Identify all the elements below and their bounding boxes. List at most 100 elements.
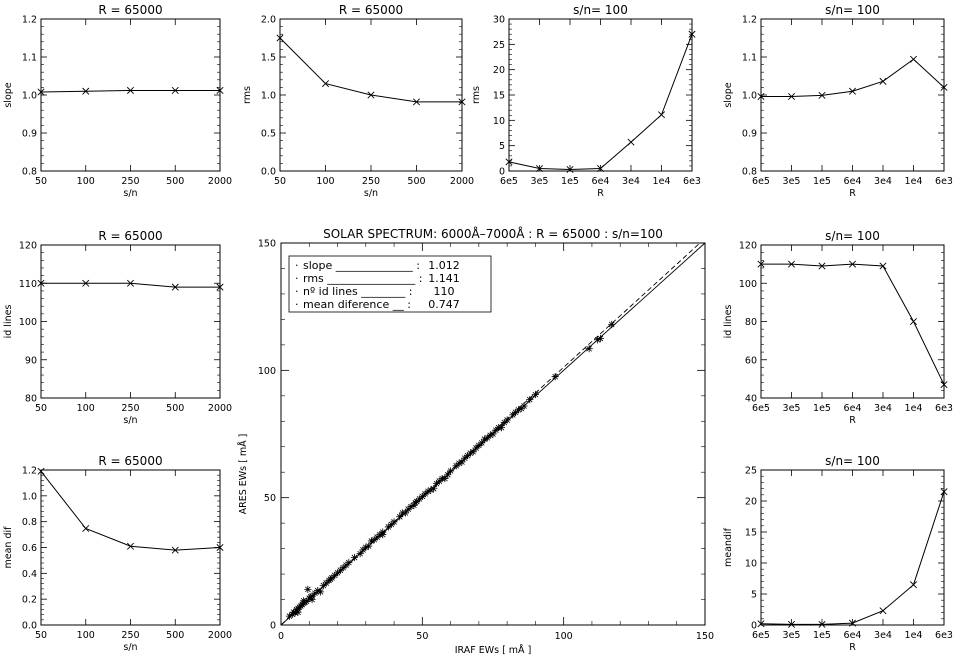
y-tick-label: 50: [264, 493, 276, 504]
data-point-marker: [458, 98, 466, 106]
x-tick-label: 50: [35, 176, 47, 187]
data-point-marker: [359, 546, 367, 554]
data-point-marker: [82, 87, 90, 95]
x-tick-label: 1e5: [813, 403, 831, 414]
data-point-marker: [418, 492, 426, 500]
data-point-marker: [526, 396, 534, 404]
data-point-marker: [447, 467, 455, 475]
x-tick-label: 100: [77, 403, 95, 414]
x-tick-label: 500: [166, 176, 184, 187]
data-point-marker: [427, 486, 435, 494]
data-point-marker: [82, 279, 90, 287]
data-point-marker: [350, 553, 359, 562]
data-point-marker: [627, 138, 635, 146]
y-tick-label: 5: [499, 141, 505, 152]
y-tick-label: 1.0: [22, 491, 37, 502]
data-point-marker: [848, 619, 857, 627]
data-point-marker: [367, 91, 375, 99]
data-point-marker: [288, 610, 296, 618]
data-point-marker: [940, 83, 948, 91]
y-tick-label: 0.6: [22, 543, 37, 554]
data-point-marker: [757, 93, 765, 101]
data-point-marker: [483, 434, 491, 442]
chart-title: R = 65000: [339, 3, 403, 17]
data-point-marker: [290, 608, 298, 616]
x-tick-label: 50: [35, 630, 47, 641]
x-tick-label: 6e5: [752, 630, 770, 641]
y-tick-label: 1.1: [742, 53, 757, 64]
x-tick-label: 250: [362, 176, 380, 187]
chart-title: s/n= 100: [825, 454, 880, 468]
data-point-marker: [276, 34, 284, 42]
chart-panel-p2: R = 65000 50 100 250 500 2000 0.0 0.5 1.0 1.5 2.0 s…: [242, 3, 474, 199]
x-axis-label: R: [849, 188, 856, 199]
data-point-marker: [339, 564, 347, 572]
legend-bullet: ·: [295, 259, 299, 272]
data-point-marker: [171, 86, 179, 94]
chart-title: s/n= 100: [825, 3, 880, 17]
chart-title: SOLAR SPECTRUM: 6000Å–7000Å : R = 65000 …: [323, 226, 663, 241]
data-point-marker: [285, 612, 294, 620]
x-tick-label: 250: [121, 176, 139, 187]
data-point-marker: [497, 424, 506, 432]
y-tick-label: 25: [493, 40, 505, 51]
data-point-marker: [328, 574, 336, 582]
y-tick-label: 0.0: [22, 621, 37, 632]
y-tick-label: 80: [25, 394, 37, 405]
y-axis-label: ARES EWs [ mÅ ]: [237, 434, 249, 515]
data-point-marker: [398, 509, 407, 517]
legend-bullet: ·: [295, 272, 299, 285]
x-tick-label: 6e3: [935, 176, 953, 187]
legend-bullet: ·: [295, 285, 299, 298]
data-point-marker: [308, 595, 316, 604]
y-tick-label: 40: [745, 394, 757, 405]
data-point-marker: [596, 334, 605, 343]
x-tick-label: 6e3: [935, 403, 953, 414]
y-tick-label: 5: [751, 590, 757, 601]
data-point-marker: [514, 406, 523, 414]
data-point-marker: [531, 390, 539, 399]
x-tick-label: 3e4: [874, 630, 892, 641]
data-point-marker: [216, 543, 224, 552]
data-point-marker: [909, 581, 918, 589]
chart-panel-p5: R = 65000 50 100 250 500 2000 80 90 100 110 120 s/n…: [3, 229, 232, 426]
x-tick-label: 500: [407, 176, 425, 187]
y-tick-label: 120: [739, 241, 757, 252]
data-point-marker: [367, 537, 376, 545]
legend-entry-value: 1.141: [428, 272, 460, 285]
data-point-marker: [512, 408, 520, 416]
legend-entry-value: 0.747: [428, 298, 460, 311]
x-tick-label: 6e5: [752, 403, 770, 414]
data-point-marker: [787, 620, 796, 628]
x-tick-label: 2000: [208, 403, 232, 414]
data-point-marker: [472, 444, 480, 452]
data-point-marker: [322, 579, 330, 587]
data-point-marker: [291, 609, 299, 617]
legend: · slope ______________ : 1.012 · rms _______…: [288, 255, 492, 313]
x-axis-label: s/n: [364, 188, 378, 199]
data-point-marker: [909, 55, 918, 63]
x-tick-label: 3e5: [531, 176, 549, 187]
legend-bullet: ·: [295, 298, 299, 311]
x-axis-label: R: [849, 415, 856, 426]
legend-entry-value: 1.012: [428, 259, 460, 272]
x-axis-label: R: [849, 642, 856, 653]
chart-title: R = 65000: [98, 229, 162, 243]
data-point-marker: [412, 98, 421, 106]
x-tick-label: 150: [696, 631, 714, 642]
y-tick-label: 2.0: [261, 15, 276, 26]
data-point-marker: [333, 569, 342, 577]
x-tick-label: 6e4: [592, 176, 610, 187]
data-point-marker: [316, 588, 325, 596]
data-point-marker: [585, 345, 593, 353]
y-tick-label: 100: [258, 366, 276, 377]
y-tick-label: 0.0: [261, 167, 276, 178]
y-tick-label: 0.9: [22, 129, 37, 140]
data-point-marker: [818, 91, 826, 99]
data-point-marker: [517, 404, 525, 413]
data-point-marker: [407, 502, 415, 511]
data-point-marker: [566, 165, 574, 173]
y-tick-label: 0.4: [22, 569, 37, 580]
x-tick-label: 6e4: [844, 630, 862, 641]
data-point-marker: [384, 523, 393, 531]
